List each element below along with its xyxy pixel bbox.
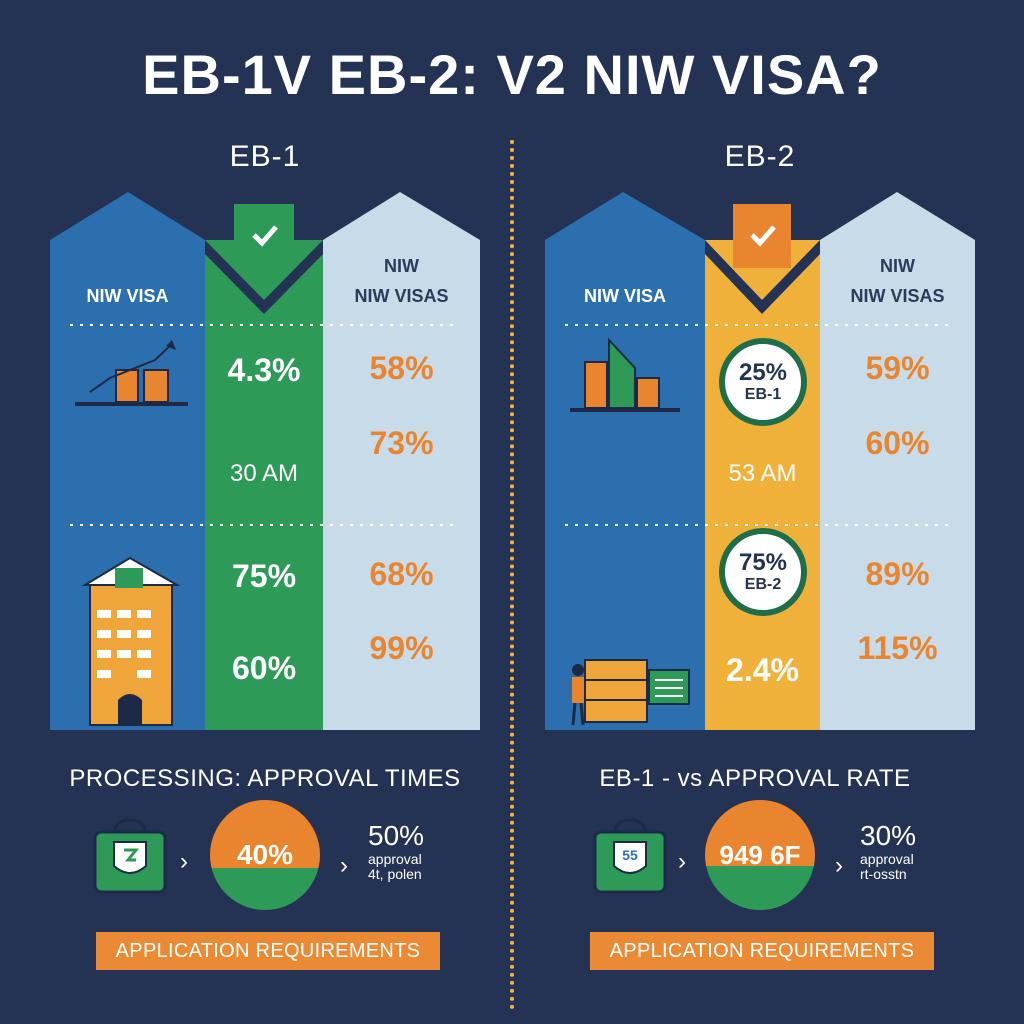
eb2-circle-value: 949 6F bbox=[719, 839, 801, 870]
eb1-mid-value-1: 4.3% bbox=[227, 352, 301, 388]
badge-value: 75% bbox=[738, 549, 788, 576]
eb2-right-value-3: 89% bbox=[865, 556, 930, 592]
eb2-stat-label-2: rt-osstn bbox=[860, 866, 907, 882]
eb2-columns-graphic bbox=[545, 192, 975, 730]
eb2-stat-block: 30% approval rt-osstn bbox=[860, 820, 970, 882]
eb2-mid-value-2: 2.4% bbox=[726, 652, 799, 688]
eb2-stat-value: 30% bbox=[860, 820, 917, 851]
eb1-panel: EB-1 bbox=[50, 140, 480, 730]
eb1-stat-value: 50% bbox=[368, 820, 425, 851]
eb2-stat-label-1: approval bbox=[860, 851, 914, 867]
eb1-col-right-label-2: NIW VISAS bbox=[354, 286, 449, 306]
eb1-stat-label-1: approval bbox=[368, 851, 422, 867]
eb2-right-value-4: 115% bbox=[857, 630, 938, 666]
badge-sub: EB-1 bbox=[744, 386, 782, 403]
eb1-approval-circle: 40% bbox=[210, 800, 320, 910]
eb2-panel: EB-2 NIW VISA NIW NIW V bbox=[545, 140, 975, 730]
eb1-right-value-2: 73% bbox=[369, 425, 434, 461]
office-desk-icon bbox=[571, 659, 690, 726]
eb1-col-left-label: NIW VISA bbox=[86, 286, 169, 306]
eb2-application-requirements-button[interactable]: APPLICATION REQUIREMENTS bbox=[590, 932, 934, 970]
bar-chart-icon bbox=[75, 340, 188, 406]
eb1-columns-graphic bbox=[50, 192, 480, 730]
eb1-circle-value: 40% bbox=[236, 839, 294, 870]
eb2-col-right-label-1: NIW bbox=[880, 256, 915, 276]
eb1-stat-block: 50% approval 4t, polen bbox=[368, 820, 478, 882]
eb1-col-right-label-1: NIW bbox=[384, 256, 419, 276]
chevron-right-icon: › bbox=[180, 848, 188, 875]
building-icon bbox=[81, 556, 181, 726]
eb1-right-value-1: 58% bbox=[369, 350, 434, 386]
badge-value: 25% bbox=[738, 359, 788, 386]
eb2-badge-eb1: 25% EB-1 bbox=[719, 338, 807, 426]
eb2-mid-value-1: 53 AM bbox=[728, 460, 797, 487]
eb2-section-title: EB-1 - vs APPROVAL RATE bbox=[599, 765, 911, 792]
eb2-col-left-label: NIW VISA bbox=[583, 286, 666, 306]
eb1-heading: EB-1 bbox=[229, 140, 301, 173]
chevron-right-icon: › bbox=[835, 852, 843, 879]
passport-bag-icon: 55 bbox=[593, 818, 667, 894]
growth-bar-chart-icon bbox=[570, 337, 680, 412]
chevron-right-icon: › bbox=[678, 848, 686, 875]
eb1-stat-label-2: 4t, polen bbox=[368, 866, 422, 882]
shield-bag-icon bbox=[93, 818, 167, 894]
eb1-application-requirements-button[interactable]: APPLICATION REQUIREMENTS bbox=[96, 932, 440, 970]
eb1-right-value-4: 99% bbox=[369, 630, 434, 666]
eb1-right-value-3: 68% bbox=[369, 556, 434, 592]
svg-text:55: 55 bbox=[622, 847, 638, 863]
page-title: EB-1V EB-2: V2 NIW VISA? bbox=[142, 43, 882, 106]
eb2-heading: EB-2 bbox=[724, 140, 796, 173]
eb2-badge-eb2: 75% EB-2 bbox=[719, 528, 807, 616]
eb2-right-value-1: 59% bbox=[865, 350, 930, 386]
eb1-mid-value-2: 30 AM bbox=[229, 460, 299, 487]
eb1-mid-value-4: 60% bbox=[231, 650, 297, 686]
eb2-right-value-2: 60% bbox=[865, 425, 930, 461]
chevron-right-icon: › bbox=[340, 852, 348, 879]
eb2-approval-circle: 949 6F bbox=[705, 800, 815, 910]
center-divider bbox=[510, 140, 514, 1010]
eb2-col-right-label-2: NIW VISAS bbox=[850, 286, 945, 306]
badge-sub: EB-2 bbox=[744, 576, 782, 593]
eb1-mid-value-3: 75% bbox=[231, 558, 297, 594]
eb1-section-title: PROCESSING: APPROVAL TIMES bbox=[69, 765, 461, 792]
